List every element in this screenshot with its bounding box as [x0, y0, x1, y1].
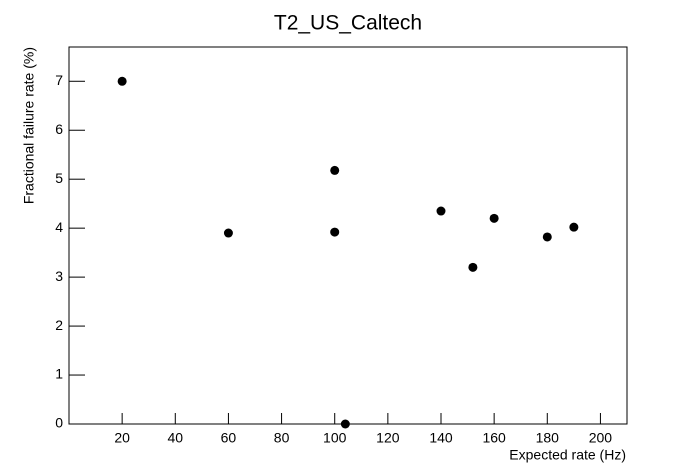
y-tick-label: 7 [55, 72, 63, 88]
point [223, 228, 233, 238]
y-tick-label: 5 [55, 170, 63, 186]
point [340, 419, 350, 429]
x-tick-label: 20 [114, 430, 130, 446]
point [330, 227, 340, 237]
x-tick-label: 200 [589, 430, 613, 446]
chart-title: T2_US_Caltech [274, 12, 422, 35]
y-tick-label: 1 [55, 366, 63, 382]
point [330, 165, 340, 175]
y-tick-label: 6 [55, 121, 63, 137]
x-tick-label: 60 [221, 430, 237, 446]
y-axis-label: Fractional failure rate (%) [21, 47, 37, 204]
x-tick-label: 120 [376, 430, 400, 446]
point [489, 213, 499, 223]
x-axis-label: Expected rate (Hz) [509, 447, 626, 463]
x-tick-label: 140 [429, 430, 453, 446]
x-tick-label: 40 [167, 430, 183, 446]
x-tick-label: 100 [323, 430, 347, 446]
point [569, 222, 579, 232]
x-tick-label: 80 [274, 430, 290, 446]
point [468, 262, 478, 272]
y-tick-label: 4 [55, 219, 63, 235]
x-tick-label: 180 [536, 430, 560, 446]
point [117, 76, 127, 86]
point [436, 206, 446, 216]
y-tick-label: 3 [55, 268, 63, 284]
y-tick-label: 0 [55, 415, 63, 431]
x-tick-label: 160 [482, 430, 506, 446]
y-tick-label: 2 [55, 317, 63, 333]
point [542, 232, 552, 242]
